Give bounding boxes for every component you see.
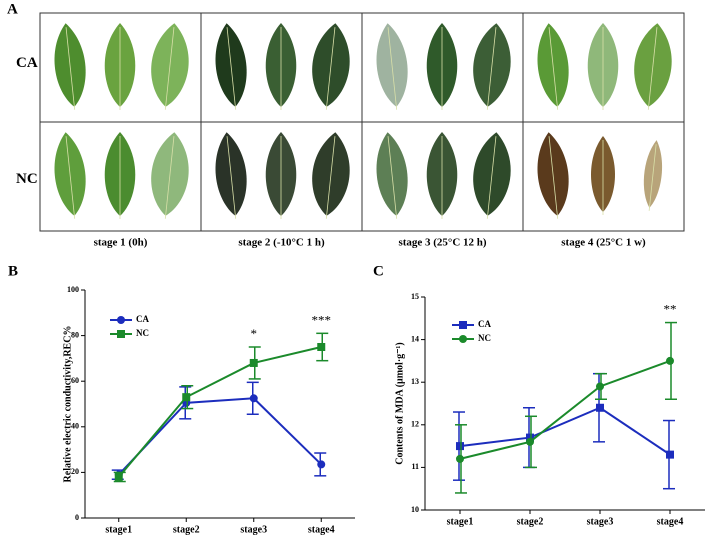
y-tick-label: 20 bbox=[71, 467, 79, 476]
series-line bbox=[117, 346, 322, 478]
marker bbox=[117, 316, 125, 324]
marker bbox=[456, 454, 464, 463]
marker bbox=[526, 433, 534, 442]
legend-label: NC bbox=[136, 328, 149, 338]
marker bbox=[114, 472, 123, 481]
column-label: stage 2 (-10°C 1 h) bbox=[238, 237, 325, 249]
series-line bbox=[118, 397, 322, 476]
leaf-vein bbox=[648, 144, 657, 211]
x-tick-label: stage3 bbox=[587, 516, 614, 527]
panel-label: B bbox=[8, 263, 18, 279]
y-axis-label: Contents of MDA (μmol·g⁻¹) bbox=[394, 342, 405, 465]
significance-label: ** bbox=[664, 302, 677, 317]
x-tick-label: stage2 bbox=[173, 524, 200, 535]
y-tick-label: 15 bbox=[411, 292, 419, 301]
y-tick-label: 100 bbox=[67, 285, 79, 294]
y-tick-label: 10 bbox=[411, 505, 419, 514]
marker bbox=[526, 437, 534, 446]
marker bbox=[596, 382, 604, 391]
marker bbox=[317, 460, 326, 469]
significance-label: * bbox=[251, 326, 258, 341]
marker bbox=[249, 358, 258, 367]
panel-label: A bbox=[7, 1, 18, 17]
marker bbox=[117, 330, 125, 338]
row-label: CA bbox=[16, 55, 38, 71]
y-tick-label: 80 bbox=[71, 330, 79, 339]
x-tick-label: stage4 bbox=[308, 524, 335, 535]
y-tick-label: 11 bbox=[411, 462, 419, 471]
leaf-vein bbox=[325, 27, 336, 110]
y-tick-label: 13 bbox=[411, 377, 419, 386]
leaf-vein bbox=[486, 136, 497, 219]
leaf-vein bbox=[226, 136, 237, 219]
series-line bbox=[459, 406, 671, 456]
marker bbox=[666, 356, 674, 365]
x-tick-label: stage1 bbox=[105, 524, 132, 535]
column-label: stage 3 (25°C 12 h) bbox=[398, 237, 486, 249]
x-tick-label: stage4 bbox=[657, 516, 684, 527]
y-tick-label: 12 bbox=[411, 420, 419, 429]
legend-label: NC bbox=[478, 333, 491, 343]
leaf-vein bbox=[164, 136, 175, 219]
leaf-vein bbox=[548, 27, 559, 110]
marker bbox=[459, 335, 467, 343]
y-axis-label: Relative electric conductivity,REC% bbox=[62, 326, 73, 483]
leaf-vein bbox=[647, 27, 658, 110]
column-label: stage 4 (25°C 1 w) bbox=[561, 237, 646, 249]
leaf-vein bbox=[548, 136, 559, 219]
leaf-vein bbox=[486, 27, 497, 110]
y-tick-label: 60 bbox=[71, 376, 79, 385]
x-tick-label: stage3 bbox=[240, 524, 267, 535]
y-tick-label: 0 bbox=[75, 513, 79, 522]
y-tick-label: 40 bbox=[71, 422, 79, 431]
leaf-vein bbox=[387, 27, 398, 110]
y-tick-label: 14 bbox=[411, 334, 419, 343]
column-label: stage 1 (0h) bbox=[94, 237, 148, 249]
legend-label: CA bbox=[136, 314, 149, 324]
marker bbox=[249, 394, 258, 403]
leaf-vein bbox=[65, 136, 76, 219]
x-tick-label: stage2 bbox=[517, 516, 544, 527]
marker bbox=[456, 442, 464, 451]
marker bbox=[317, 343, 326, 351]
leaf-vein bbox=[387, 136, 398, 219]
panel-label: C bbox=[373, 263, 384, 279]
x-tick-label: stage1 bbox=[447, 516, 474, 527]
legend-label: CA bbox=[478, 319, 491, 329]
leaf-vein bbox=[164, 27, 175, 110]
leaf-vein bbox=[65, 27, 76, 110]
marker bbox=[666, 450, 674, 459]
marker bbox=[459, 321, 467, 329]
row-label: NC bbox=[16, 171, 38, 187]
significance-label: *** bbox=[312, 312, 332, 327]
marker bbox=[182, 393, 191, 402]
leaf-vein bbox=[226, 27, 237, 110]
series-line bbox=[459, 359, 671, 460]
marker bbox=[596, 403, 604, 412]
leaf-vein bbox=[325, 136, 336, 219]
